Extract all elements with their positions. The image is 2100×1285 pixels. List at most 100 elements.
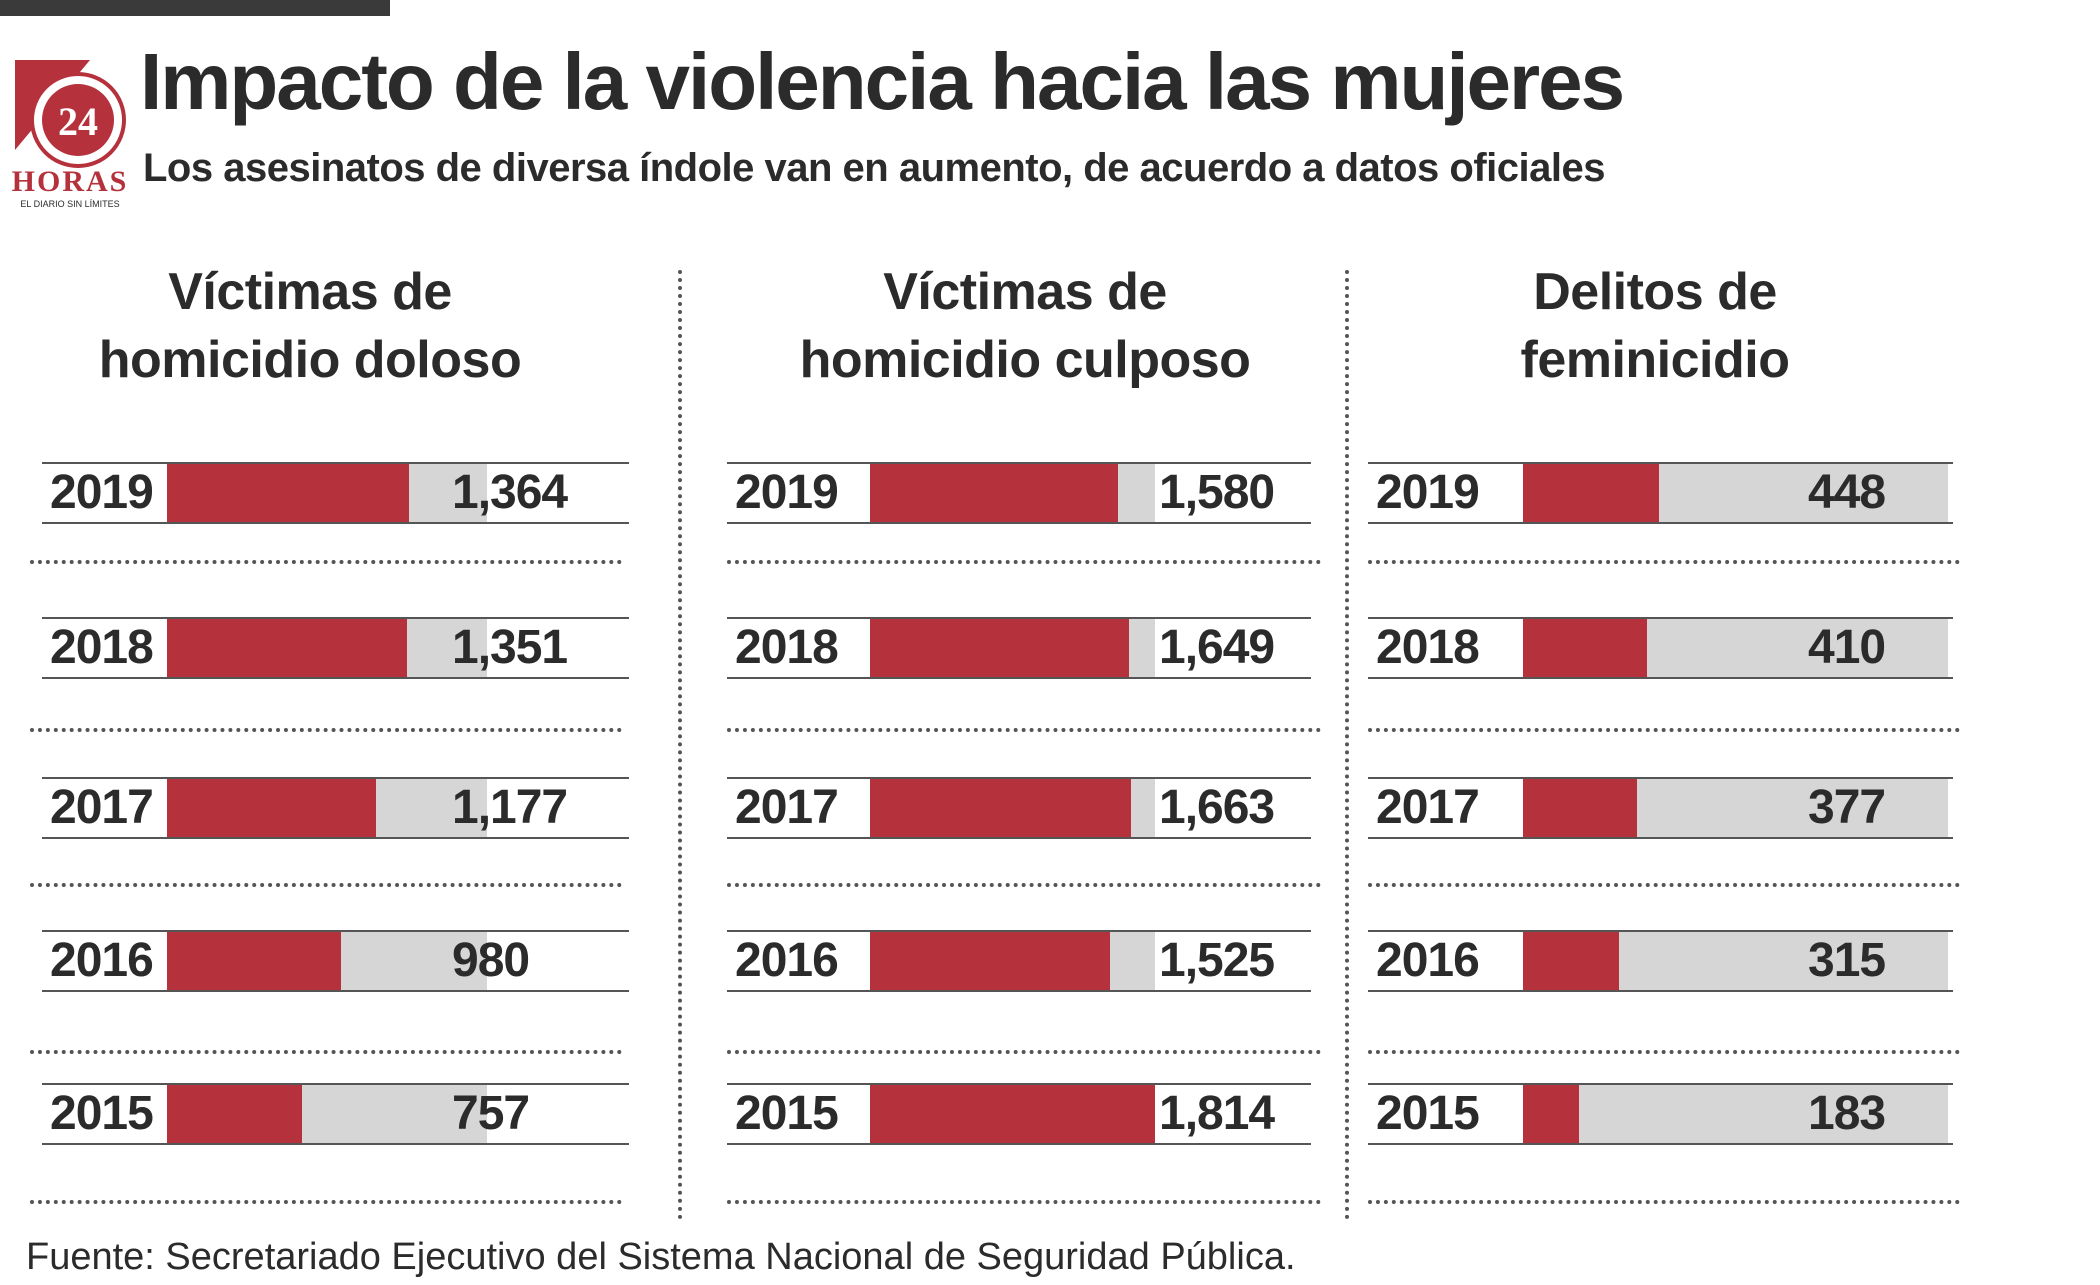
bar [1523,932,1619,990]
top-accent-bar [0,0,390,16]
row-separator [30,1050,622,1054]
row-separator [1368,883,1960,887]
bar-row: 2016 315 [1368,930,1953,992]
value-label: 1,364 [452,466,568,519]
bar [1523,1085,1579,1143]
year-label: 2018 [1376,621,1480,674]
value-label: 757 [452,1087,530,1140]
24-horas-logo: 24 HORAS EL DIARIO SIN LÍMITES [12,60,129,209]
bar [1523,779,1638,837]
year-label: 2015 [1376,1087,1480,1140]
chart-title-line: Víctimas de [883,263,1167,321]
chart-title-line: homicidio doloso [98,331,522,389]
row-separator [30,560,622,564]
logo-name: HORAS [12,165,129,198]
row-separator [1368,1200,1960,1204]
year-label: 2017 [735,781,839,834]
bar [870,1085,1155,1143]
year-label: 2019 [735,466,839,519]
row-separator [727,728,1321,732]
bar-row: 2018 410 [1368,617,1953,679]
year-label: 2018 [50,621,154,674]
value-label: 1,814 [1159,1087,1275,1140]
chart-title-line: Víctimas de [168,263,452,321]
logo-number: 24 [58,99,98,144]
row-separator [30,1200,622,1204]
year-label: 2015 [50,1087,154,1140]
bar-row: 2019 1,364 [42,462,629,524]
bar [167,779,377,837]
bar [870,779,1132,837]
bar [1523,464,1659,522]
bar-track [870,619,1155,677]
chart-title-line: feminicidio [1520,331,1790,389]
row-separator [30,883,622,887]
bar-track [1523,1085,1948,1143]
value-label: 1,351 [452,621,568,674]
bar-row: 2019 1,580 [727,462,1311,524]
value-label: 1,649 [1159,621,1275,674]
row-separator [727,560,1321,564]
bar-track [870,932,1155,990]
chart-title-2: Víctimas de homicidio culposo [730,258,1320,394]
bar-row: 2017 377 [1368,777,1953,839]
chart-title-1: Víctimas de homicidio doloso [40,258,580,394]
page-title: Impacto de la violencia hacia las mujere… [140,37,1625,126]
bar-track [870,779,1155,837]
bar [167,619,408,677]
bar-row: 2017 1,663 [727,777,1311,839]
bar-row: 2015 183 [1368,1083,1953,1145]
bar-track [870,1085,1155,1143]
bar [870,619,1130,677]
row-separator [30,728,622,732]
value-label: 410 [1808,621,1886,674]
year-label: 2018 [735,621,839,674]
year-label: 2017 [1376,781,1480,834]
bar-row: 2017 1,177 [42,777,629,839]
year-label: 2015 [735,1087,839,1140]
bar-track [870,464,1155,522]
bar [167,464,410,522]
value-label: 448 [1808,466,1886,519]
year-label: 2016 [50,934,154,987]
bar-track [167,779,487,837]
chart-title-3: Delitos de feminicidio [1375,258,1935,394]
bar-track [1523,464,1948,522]
bar [167,1085,302,1143]
logo-tagline: EL DIARIO SIN LÍMITES [20,199,119,209]
bar-track [167,619,487,677]
bar-track [167,1085,487,1143]
panel-separator-1 [678,270,682,1220]
bar [1523,619,1648,677]
value-label: 1,663 [1159,781,1275,834]
bar-row: 2016 980 [42,930,629,992]
row-separator [727,883,1321,887]
bar-row: 2015 1,814 [727,1083,1311,1145]
year-label: 2019 [50,466,154,519]
value-label: 980 [452,934,530,987]
source-note: Fuente: Secretariado Ejecutivo del Siste… [26,1236,1296,1278]
chart-title-line: Delitos de [1533,263,1777,321]
row-separator [1368,728,1960,732]
bar [167,932,342,990]
row-separator [727,1200,1321,1204]
value-label: 183 [1808,1087,1886,1140]
bar-track [167,932,487,990]
bar [870,932,1110,990]
year-label: 2019 [1376,466,1480,519]
value-label: 1,177 [452,781,568,834]
chart-title-line: homicidio culposo [799,331,1251,389]
row-separator [1368,560,1960,564]
year-label: 2016 [735,934,839,987]
bar [870,464,1119,522]
bar-row: 2015 757 [42,1083,629,1145]
row-separator [727,1050,1321,1054]
bar-row: 2016 1,525 [727,930,1311,992]
value-label: 315 [1808,934,1886,987]
panel-separator-2 [1345,270,1349,1220]
value-label: 1,525 [1159,934,1275,987]
bar-track [1523,932,1948,990]
year-label: 2017 [50,781,154,834]
value-label: 1,580 [1159,466,1275,519]
bar-row: 2018 1,649 [727,617,1311,679]
